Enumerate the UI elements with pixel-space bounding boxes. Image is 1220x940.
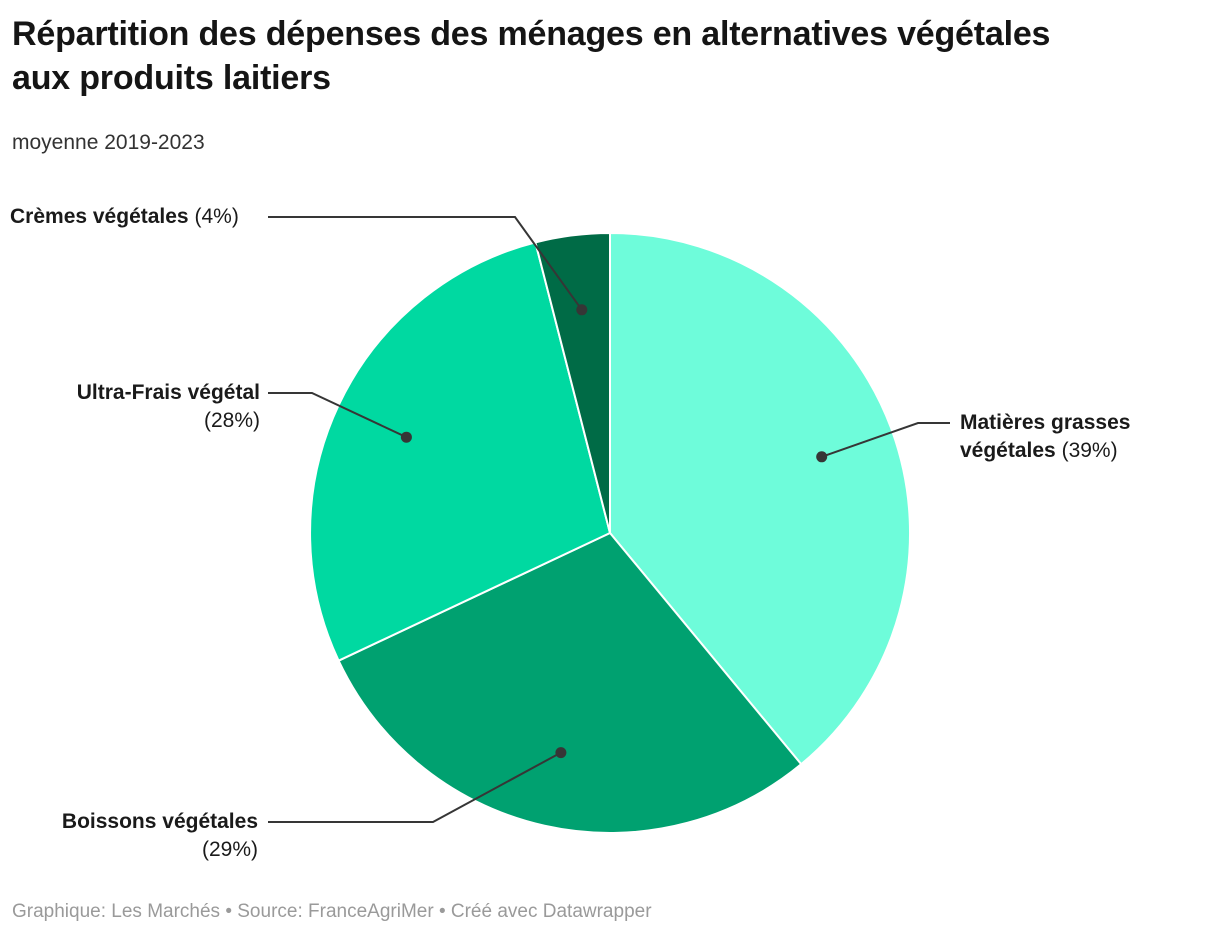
slice-name: Crèmes végétales xyxy=(10,205,189,228)
slice-label-matieres-grasses-vegetales: Matières grasses végétales (39%) xyxy=(960,409,1210,465)
leader-dot-2 xyxy=(400,431,412,443)
slice-name-line1: Matières grasses xyxy=(960,411,1131,434)
leader-dot-1 xyxy=(555,747,567,759)
slice-name-line2: végétales xyxy=(960,439,1056,462)
slice-label-boissons-vegetales: Boissons végétales (29%) xyxy=(0,808,258,864)
leader-line-2 xyxy=(268,392,407,439)
chart-title: Répartition des dépenses des ménages en … xyxy=(12,15,1051,97)
pie-slice-3[interactable] xyxy=(534,231,611,534)
pie-slices xyxy=(309,231,911,834)
slice-percent: (4%) xyxy=(194,205,239,228)
leader-line-1 xyxy=(268,751,562,823)
slice-label-ultra-frais-vegetal: Ultra-Frais végétal (28%) xyxy=(0,379,260,435)
slice-name: Boissons végétales xyxy=(61,810,258,833)
attribution-footer: Graphique: Les Marchés • Source: FranceA… xyxy=(12,901,652,922)
leader-dot-0 xyxy=(816,451,828,463)
leader-dot-3 xyxy=(576,304,588,316)
leader-lines xyxy=(268,216,950,823)
leader-line-3 xyxy=(268,216,583,311)
leader-line-0 xyxy=(821,422,950,458)
slice-name: Ultra-Frais végétal xyxy=(76,381,260,404)
slice-percent: (29%) xyxy=(201,838,258,861)
slice-percent: (28%) xyxy=(203,409,260,432)
chart-subtitle: moyenne 2019-2023 xyxy=(12,131,205,154)
slice-label-cremes-vegetales: Crèmes végétales (4%) xyxy=(10,203,239,231)
slice-percent: (39%) xyxy=(1061,439,1118,462)
pie-slice-1[interactable] xyxy=(337,532,803,834)
